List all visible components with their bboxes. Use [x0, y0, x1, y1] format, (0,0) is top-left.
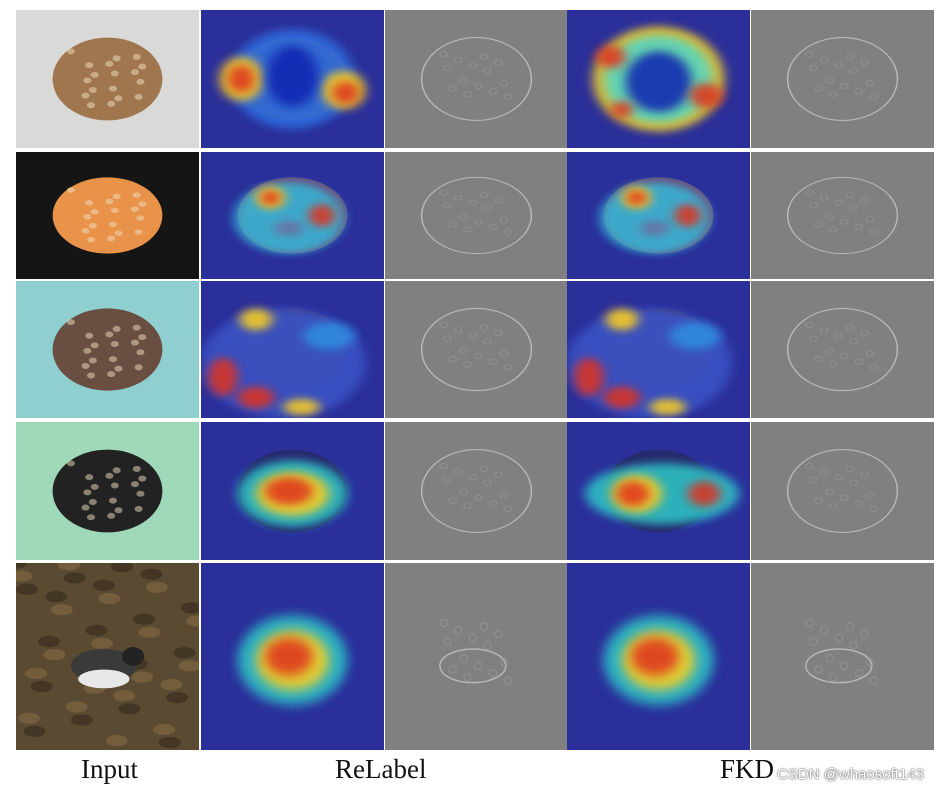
input-image: [16, 281, 199, 418]
grid-row: [16, 422, 934, 560]
fkd-gradient-image: [751, 281, 934, 418]
input-label: Input: [81, 754, 138, 784]
input-image: [16, 10, 199, 148]
relabel-label: ReLabel: [335, 754, 427, 784]
fkd-gradient-image: [751, 10, 934, 148]
relabel-gradient-image: [385, 152, 568, 279]
comparison-grid: [16, 10, 934, 750]
input-image: [16, 422, 199, 560]
input-image: [16, 563, 199, 750]
fkd-heatmap-image: [567, 422, 750, 560]
relabel-heatmap-image: [201, 10, 384, 148]
watermark: CSDN @whaosoft143: [777, 766, 924, 783]
grid-row: [16, 152, 934, 279]
grid-row: [16, 10, 934, 148]
relabel-heatmap-image: [201, 152, 384, 279]
fkd-heatmap-image: [567, 152, 750, 279]
fkd-heatmap-image: [567, 281, 750, 418]
fkd-gradient-image: [751, 152, 934, 279]
relabel-gradient-image: [385, 563, 568, 750]
fkd-gradient-image: [751, 563, 934, 750]
input-image: [16, 152, 199, 279]
relabel-gradient-image: [385, 281, 568, 418]
grid-row: [16, 281, 934, 418]
relabel-gradient-image: [385, 422, 568, 560]
fkd-heatmap-image: [567, 10, 750, 148]
fkd-label: FKD: [720, 754, 775, 784]
grid-row: [16, 563, 934, 750]
relabel-heatmap-image: [201, 281, 384, 418]
fkd-heatmap-image: [567, 563, 750, 750]
fkd-gradient-image: [751, 422, 934, 560]
relabel-heatmap-image: [201, 422, 384, 560]
relabel-gradient-image: [385, 10, 568, 148]
relabel-heatmap-image: [201, 563, 384, 750]
